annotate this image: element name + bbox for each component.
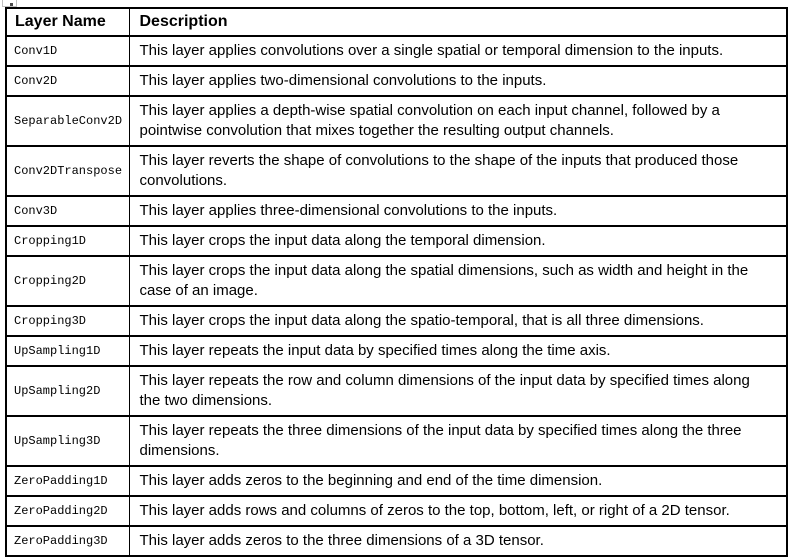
table-row: Conv2D This layer applies two-dimensional… bbox=[6, 65, 787, 96]
description-cell: This layer applies a depth-wise spatial … bbox=[129, 95, 787, 146]
table-row: UpSampling2D This layer repeats the row a… bbox=[6, 365, 787, 416]
layer-name-cell: Cropping3D bbox=[6, 305, 130, 336]
table-row: Cropping2D This layer crops the input dat… bbox=[6, 255, 787, 306]
description-cell: This layer applies convolutions over a s… bbox=[129, 35, 787, 66]
description-cell: This layer crops the input data along th… bbox=[129, 255, 787, 306]
description-cell: This layer applies two-dimensional convo… bbox=[129, 65, 787, 96]
table-body: Conv1D This layer applies convolutions ov… bbox=[6, 35, 787, 557]
description-cell: This layer reverts the shape of convolut… bbox=[129, 145, 787, 196]
column-header-description: Description bbox=[129, 7, 787, 36]
layer-name-cell: UpSampling3D bbox=[6, 415, 130, 466]
description-cell: This layer adds zeros to the three dimen… bbox=[129, 525, 787, 557]
layer-name-cell: ZeroPadding1D bbox=[6, 465, 130, 496]
description-cell: This layer applies three-dimensional con… bbox=[129, 195, 787, 226]
layer-name-cell: Conv3D bbox=[6, 195, 130, 226]
table-row: Conv3D This layer applies three-dimension… bbox=[6, 195, 787, 226]
layer-name-cell: Conv1D bbox=[6, 35, 130, 66]
layer-name-cell: Conv2DTranspose bbox=[6, 145, 130, 196]
table-row: Cropping1D This layer crops the input dat… bbox=[6, 225, 787, 256]
description-cell: This layer adds rows and columns of zero… bbox=[129, 495, 787, 526]
table-row: Cropping3D This layer crops the input dat… bbox=[6, 305, 787, 336]
table-row: UpSampling3D This layer repeats the three… bbox=[6, 415, 787, 466]
description-cell: This layer adds zeros to the beginning a… bbox=[129, 465, 787, 496]
table-header: Layer Name Description bbox=[6, 7, 787, 36]
layer-name-cell: Cropping1D bbox=[6, 225, 130, 256]
layer-name-cell: ZeroPadding2D bbox=[6, 495, 130, 526]
clipped-ui-fragment bbox=[2, 0, 17, 7]
description-cell: This layer crops the input data along th… bbox=[129, 225, 787, 256]
layer-name-cell: ZeroPadding3D bbox=[6, 525, 130, 557]
header-row: Layer Name Description bbox=[6, 7, 787, 36]
table-row: ZeroPadding3D This layer adds zeros to th… bbox=[6, 525, 787, 557]
description-cell: This layer crops the input data along th… bbox=[129, 305, 787, 336]
layer-name-cell: Cropping2D bbox=[6, 255, 130, 306]
description-cell: This layer repeats the three dimensions … bbox=[129, 415, 787, 466]
table-row: ZeroPadding1D This layer adds zeros to th… bbox=[6, 465, 787, 496]
table-row: Conv1D This layer applies convolutions ov… bbox=[6, 35, 787, 66]
table-row: ZeroPadding2D This layer adds rows and co… bbox=[6, 495, 787, 526]
layers-table: Layer Name Description Conv1D This layer … bbox=[5, 7, 788, 557]
layer-name-cell: UpSampling1D bbox=[6, 335, 130, 366]
table-row: UpSampling1D This layer repeats the input… bbox=[6, 335, 787, 366]
table-row: Conv2DTranspose This layer reverts the sh… bbox=[6, 145, 787, 196]
description-cell: This layer repeats the row and column di… bbox=[129, 365, 787, 416]
layer-name-cell: Conv2D bbox=[6, 65, 130, 96]
table-row: SeparableConv2D This layer applies a dept… bbox=[6, 95, 787, 146]
layer-name-cell: UpSampling2D bbox=[6, 365, 130, 416]
layer-name-cell: SeparableConv2D bbox=[6, 95, 130, 146]
clipped-ui-fragment-dot bbox=[10, 3, 13, 6]
description-cell: This layer repeats the input data by spe… bbox=[129, 335, 787, 366]
column-header-layer-name: Layer Name bbox=[6, 7, 130, 36]
